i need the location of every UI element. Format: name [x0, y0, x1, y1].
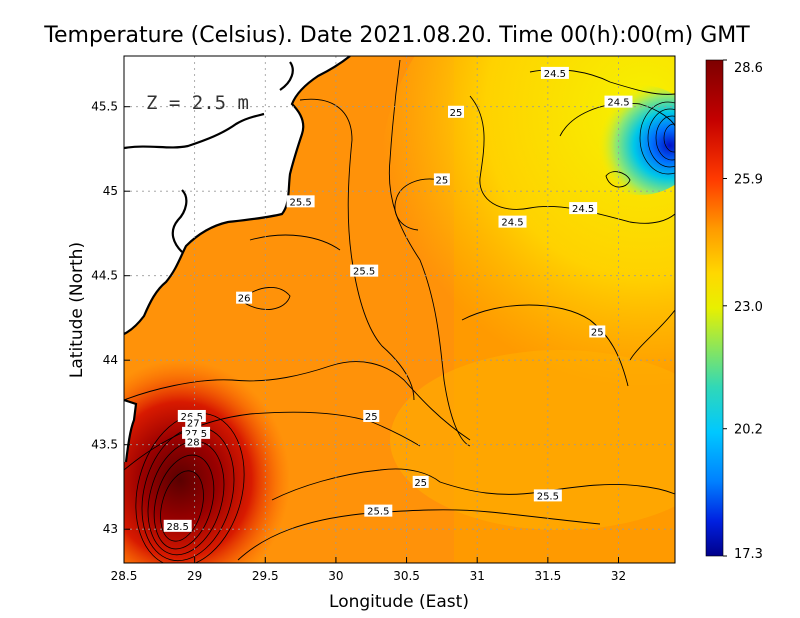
x-tick-label: 30.5	[393, 569, 420, 583]
contour-label: 25	[591, 327, 604, 338]
contour-label-bg	[185, 416, 202, 429]
contour-label-bg	[589, 325, 606, 338]
coastline	[124, 56, 351, 463]
y-axis-label: Latitude (North)	[67, 242, 87, 378]
depth-annotation: Z = 2.5 m	[146, 92, 249, 114]
contour-label-bg	[448, 105, 465, 118]
y-tick-label: 44.5	[91, 269, 118, 283]
x-tick-label: 31.5	[534, 569, 561, 583]
colorbar-tick-label: 28.6	[734, 61, 763, 76]
contour-label-bg	[604, 95, 633, 108]
colorbar	[705, 59, 724, 557]
colorbar-tick-label: 25.9	[734, 173, 763, 188]
colorbar-ticks: 28.6 25.9 23.0 20.2 17.3	[723, 59, 763, 562]
contour-labels: 24.524.5252524.524.525.525.526252526.527…	[163, 66, 633, 533]
y-tick-label: 43	[103, 522, 118, 536]
y-axis-ticks: 43 43.5 44 44.5 45 45.5	[91, 100, 130, 536]
plot-frame	[123, 55, 676, 564]
contour-label: 25	[450, 108, 463, 119]
y-tick-label: 43.5	[91, 438, 118, 452]
contour-label: 25	[365, 412, 378, 423]
colorbar-tick-label: 17.3	[734, 547, 763, 562]
contour-label-bg	[533, 489, 562, 502]
x-tick-label: 29.5	[252, 569, 279, 583]
contour-label: 25.5	[353, 267, 375, 278]
contour-label: 27	[187, 419, 200, 430]
contour-label: 27.5	[185, 429, 207, 440]
contour-label-bg	[350, 264, 379, 277]
contour-label-bg	[363, 409, 380, 422]
x-axis-ticks: 28.5 29 29.5 30 30.5 31 31.5 32	[111, 557, 626, 583]
x-tick-label: 32	[611, 569, 626, 583]
contour-label: 24.5	[544, 69, 566, 80]
colorbar-tick-label: 23.0	[734, 300, 763, 315]
contour-label-bg	[364, 504, 393, 517]
contour-label: 24.5	[607, 98, 629, 109]
colorbar-tick-label: 20.2	[734, 423, 763, 438]
y-tick-label: 45	[103, 184, 118, 198]
temperature-field	[124, 56, 675, 563]
contour-label-bg	[498, 215, 527, 228]
x-tick-label: 30	[328, 569, 343, 583]
contour-label: 26	[238, 294, 251, 305]
contour-label: 25.5	[367, 507, 389, 518]
contour-label-bg	[236, 291, 253, 304]
x-tick-label: 28.5	[111, 569, 138, 583]
grid-lines	[124, 56, 675, 563]
contour-label: 28	[187, 437, 200, 448]
contour-label: 24.5	[572, 204, 594, 215]
x-tick-label: 29	[187, 569, 202, 583]
contour-label: 25	[436, 175, 449, 186]
contour-label: 28.5	[167, 522, 189, 533]
contour-label-bg	[412, 475, 429, 488]
contour-label-bg	[540, 66, 569, 79]
contour-label-bg	[433, 173, 450, 186]
contour-label-bg	[286, 195, 315, 208]
contour-label: 25	[414, 478, 427, 489]
y-tick-label: 44	[103, 353, 118, 367]
contour-label: 24.5	[501, 218, 523, 229]
x-tick-label: 31	[470, 569, 485, 583]
contour-label: 25.5	[537, 491, 559, 502]
contour-label-bg	[185, 435, 202, 448]
x-axis-label: Longitude (East)	[329, 592, 469, 612]
contour-label: 25.5	[289, 197, 311, 208]
cold-eddy-contours	[639, 101, 675, 175]
y-tick-label: 45.5	[91, 100, 118, 114]
chart-title: Temperature (Celsius). Date 2021.08.20. …	[43, 23, 750, 48]
contour-label-bg	[163, 519, 192, 532]
contour-label-bg	[569, 202, 598, 215]
